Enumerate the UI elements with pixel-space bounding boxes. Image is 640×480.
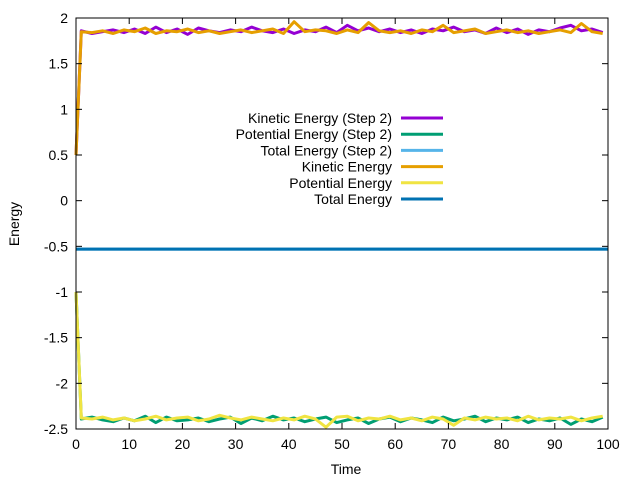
y-tick-label: 2	[60, 10, 68, 26]
y-tick-label: 1.5	[49, 56, 69, 72]
x-tick-label: 100	[596, 436, 620, 452]
y-tick-label: -2.5	[44, 421, 68, 437]
y-tick-label: -2	[56, 375, 69, 391]
tick-labels: 0 10 20 30 40 50 60 70 80 90 100 -2.5 -2 -1.5 -1 -0.5 0 0…	[44, 10, 620, 452]
x-tick-label: 50	[334, 436, 350, 452]
y-tick-label: -1.5	[44, 330, 68, 346]
legend-label-2: Potential Energy (Step 2)	[236, 126, 392, 142]
y-tick-label: 0.5	[49, 147, 69, 163]
y-tick-label: -0.5	[44, 238, 68, 254]
x-tick-label: 80	[494, 436, 510, 452]
x-tick-label: 60	[387, 436, 403, 452]
x-tick-label: 10	[121, 436, 137, 452]
axis-ticks	[75, 17, 609, 430]
y-tick-label: 1	[60, 101, 68, 117]
x-tick-label: 90	[547, 436, 563, 452]
x-axis-label: Time	[331, 461, 362, 477]
y-axis-label: Energy	[6, 202, 22, 246]
x-tick-label: 0	[72, 436, 80, 452]
x-tick-label: 20	[175, 436, 191, 452]
legend: Kinetic Energy (Step 2)Potential Energy …	[236, 110, 443, 207]
series-line-4	[74, 20, 603, 156]
series-line-5	[74, 291, 603, 429]
legend-label-1: Kinetic Energy (Step 2)	[248, 110, 392, 126]
x-tick-label: 40	[281, 436, 297, 452]
legend-label-3: Total Energy (Step 2)	[260, 142, 392, 158]
x-tick-label: 30	[228, 436, 244, 452]
series-line-2	[74, 291, 604, 426]
plot-frame	[75, 17, 609, 430]
legend-label-6: Total Energy	[314, 191, 392, 207]
y-tick-label: -1	[56, 284, 69, 300]
y-tick-label: 0	[60, 193, 68, 209]
plot-lines	[74, 20, 608, 429]
x-tick-label: 70	[441, 436, 457, 452]
legend-label-5: Potential Energy	[289, 175, 392, 191]
legend-label-4: Kinetic Energy	[302, 159, 392, 175]
